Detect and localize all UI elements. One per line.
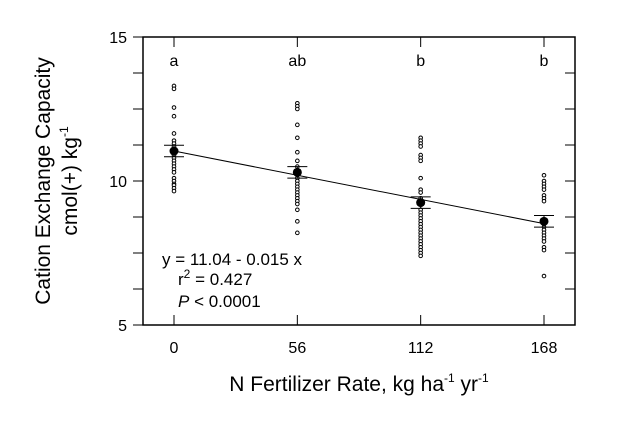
mean-marker — [416, 198, 426, 208]
y-axis-title-line1: Cation Exchange Capacity — [32, 57, 55, 305]
observation-point — [295, 219, 300, 224]
observation-point — [541, 187, 547, 192]
observation-point — [418, 175, 423, 181]
observation-point — [171, 188, 177, 194]
observation-point — [295, 230, 300, 236]
observation-point — [418, 253, 423, 259]
p-value-label: P < 0.0001 — [178, 292, 261, 311]
mean-marker — [539, 216, 549, 226]
observation-point — [418, 190, 423, 195]
x-tick-label: 0 — [170, 340, 179, 357]
observation-point — [295, 207, 300, 213]
observation-point — [541, 273, 547, 279]
observation-point — [295, 135, 300, 141]
y-axis-tick-labels: 5 10 15 — [109, 30, 127, 335]
y-axis-title: Cation Exchange Capacity cmol(+) kg-1 — [32, 57, 82, 305]
x-axis-tick-labels: 0 56 112 168 — [170, 340, 558, 357]
x-axis-ticks — [173, 37, 545, 325]
significance-letter: a — [170, 53, 179, 70]
mean-marker — [169, 146, 179, 156]
group-means — [164, 144, 554, 228]
x-axis-title: N Fertilizer Rate, kg ha-1 yr-1 — [229, 371, 489, 396]
observation-point — [418, 144, 423, 149]
r-squared-label: r2 = 0.427 — [178, 267, 252, 289]
observation-point — [171, 170, 177, 175]
observation-point — [295, 106, 300, 112]
observation-point — [295, 201, 300, 207]
y-axis-title-line2: cmol(+) kg-1 — [57, 126, 82, 236]
x-tick-label: 112 — [408, 340, 434, 357]
y-axis-ticks — [133, 36, 143, 326]
x-tick-label: 56 — [288, 340, 306, 357]
regression-equation: y = 11.04 - 0.015 x — [162, 250, 303, 269]
observation-point — [418, 158, 423, 164]
x-tick-label: 168 — [531, 340, 558, 357]
observation-point — [541, 247, 547, 253]
significance-letters: a ab b b — [170, 53, 549, 70]
y-tick-label: 5 — [118, 318, 127, 335]
observation-point — [171, 131, 177, 136]
y-axis-ticks-right — [565, 36, 575, 326]
observation-point — [541, 172, 547, 178]
observation-point — [295, 122, 300, 128]
significance-letter: b — [540, 53, 549, 70]
mean-marker — [292, 167, 302, 177]
observation-point — [171, 105, 177, 110]
observation-point — [541, 239, 547, 244]
observation-point — [541, 198, 547, 204]
observation-point — [171, 86, 177, 92]
observation-point — [295, 158, 300, 164]
significance-letter: ab — [288, 53, 306, 70]
observation-points — [171, 83, 547, 279]
significance-letter: b — [416, 53, 425, 70]
observation-point — [295, 149, 300, 155]
observation-point — [171, 113, 177, 119]
regression-line — [173, 150, 545, 225]
y-tick-label: 15 — [109, 30, 127, 47]
y-tick-label: 10 — [109, 174, 127, 191]
